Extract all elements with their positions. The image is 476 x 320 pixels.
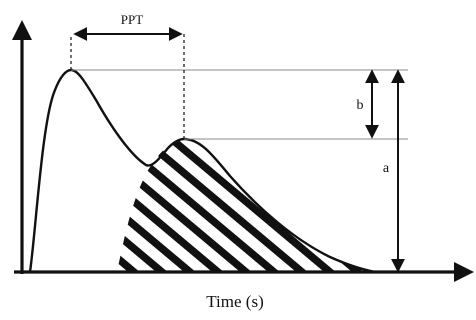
- a-label: a: [383, 161, 390, 176]
- ppt-label: PPT: [121, 12, 143, 27]
- x-axis-label: Time (s): [206, 292, 263, 311]
- x-axis-arrowhead: [454, 262, 474, 282]
- hatched-area: [117, 139, 375, 272]
- waveform-curve: [28, 68, 376, 274]
- b-label: b: [357, 98, 364, 113]
- y-axis-arrowhead: [12, 20, 32, 40]
